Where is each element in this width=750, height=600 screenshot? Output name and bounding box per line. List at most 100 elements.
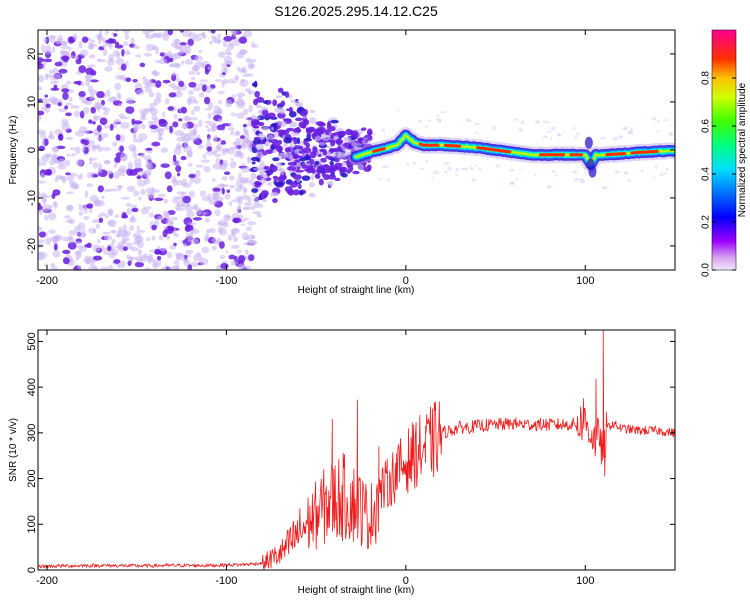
noise-blob	[98, 217, 104, 223]
noise-blob	[343, 142, 351, 148]
noise-blob	[151, 141, 161, 147]
noise-blob	[134, 261, 144, 268]
noise-blob	[78, 126, 88, 134]
noise-blob	[187, 222, 197, 226]
noise-blob	[212, 187, 221, 193]
noise-blob	[509, 169, 516, 172]
noise-blob	[198, 50, 203, 54]
noise-blob	[298, 157, 307, 162]
noise-blob	[142, 171, 152, 178]
x-tick-label: -200	[36, 575, 58, 587]
noise-blob	[346, 145, 354, 150]
noise-blob	[173, 260, 180, 265]
noise-blob	[55, 38, 64, 45]
noise-blob	[298, 150, 307, 154]
noise-blob	[314, 135, 321, 142]
noise-blob	[358, 163, 365, 171]
noise-blob	[578, 178, 585, 181]
noise-blob	[190, 261, 200, 267]
noise-blob	[145, 147, 153, 151]
noise-blob	[277, 120, 287, 127]
noise-blob	[43, 37, 48, 43]
noise-blob	[180, 155, 187, 161]
noise-blob	[257, 151, 264, 159]
noise-blob	[223, 171, 231, 176]
noise-blob	[323, 174, 330, 181]
noise-blob	[186, 233, 194, 237]
noise-blob	[509, 182, 515, 186]
noise-blob	[351, 141, 358, 147]
noise-blob	[292, 174, 302, 180]
noise-blob	[157, 193, 167, 198]
noise-blob	[192, 217, 203, 221]
noise-blob	[328, 182, 334, 187]
noise-blob	[668, 132, 674, 137]
y-tick-label: 0	[26, 567, 38, 573]
noise-blob	[182, 195, 192, 204]
noise-blob	[41, 204, 51, 213]
noise-blob	[234, 187, 243, 192]
noise-blob	[66, 205, 74, 210]
noise-blob	[246, 220, 257, 226]
noise-blob	[663, 119, 670, 121]
noise-blob	[296, 162, 301, 167]
noise-blob	[43, 49, 53, 55]
noise-blob	[75, 146, 81, 155]
noise-blob	[149, 102, 158, 107]
noise-blob	[92, 255, 103, 261]
noise-blob	[255, 143, 264, 151]
noise-blob	[243, 30, 253, 38]
noise-blob	[120, 152, 128, 161]
noise-blob	[183, 243, 187, 248]
noise-blob	[196, 207, 203, 216]
noise-blob	[337, 152, 343, 159]
noise-blob	[286, 108, 291, 112]
noise-blob	[125, 236, 130, 242]
noise-blob	[67, 173, 74, 182]
noise-blob	[48, 69, 54, 74]
noise-blob	[205, 124, 209, 129]
noise-blob	[238, 255, 246, 263]
signal-peak	[372, 147, 386, 153]
noise-blob	[384, 165, 389, 168]
noise-blob	[152, 259, 158, 267]
noise-blob	[329, 139, 336, 147]
noise-blob	[138, 133, 148, 141]
noise-blob	[572, 126, 576, 130]
noise-blob	[65, 136, 74, 140]
noise-blob	[207, 101, 214, 109]
noise-blob	[557, 133, 560, 137]
noise-blob	[242, 73, 251, 78]
noise-blob	[262, 100, 269, 104]
noise-blob	[653, 176, 656, 180]
noise-blob	[130, 204, 138, 208]
noise-blob	[95, 34, 103, 39]
noise-blob	[129, 169, 138, 176]
noise-blob	[396, 109, 400, 112]
noise-blob	[133, 129, 137, 138]
noise-blob	[242, 232, 249, 241]
noise-blob	[228, 254, 236, 260]
noise-blob	[88, 140, 95, 146]
x-tick-label: -200	[36, 275, 58, 287]
noise-blob	[228, 122, 233, 127]
noise-blob	[222, 72, 226, 76]
noise-blob	[216, 107, 223, 115]
noise-blob	[542, 120, 547, 124]
noise-blobs	[38, 30, 674, 270]
noise-blob	[249, 58, 257, 63]
noise-blob	[41, 44, 45, 53]
noise-blob	[48, 229, 56, 234]
noise-blob	[321, 134, 330, 142]
noise-blob	[144, 88, 153, 93]
noise-blob	[133, 120, 143, 125]
noise-blob	[236, 100, 246, 109]
noise-blob	[154, 250, 163, 255]
noise-blob	[75, 257, 79, 261]
noise-blob	[248, 64, 255, 68]
noise-blob	[42, 65, 46, 70]
noise-blob	[250, 118, 260, 125]
noise-blob	[97, 146, 103, 152]
noise-blob	[318, 141, 326, 146]
